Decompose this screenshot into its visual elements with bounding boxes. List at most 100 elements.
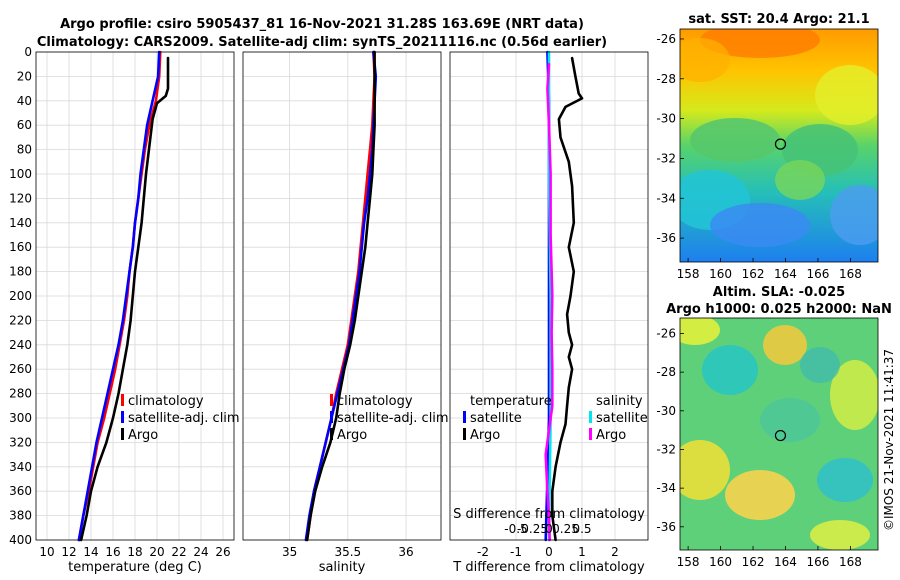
- map-lon-tick-label: 166: [806, 267, 829, 281]
- map-lon-tick-label: 158: [677, 267, 700, 281]
- sla-low-patch: [760, 398, 820, 442]
- map-lat-tick-label: -36: [656, 520, 676, 534]
- map-lat-tick-label: -36: [656, 231, 676, 245]
- difference-x-tick-label: -2: [477, 545, 489, 559]
- temperature-xlabel: temperature (deg C): [68, 560, 202, 575]
- depth-tick-label: 220: [9, 313, 32, 327]
- difference-legend: temperature satellite Argo salinity sate…: [463, 394, 648, 443]
- legend-label-t-argo: Argo: [470, 428, 500, 443]
- s-difference-tick-label: -0.5: [504, 522, 527, 536]
- legend-swatch-satellite-adj: [330, 411, 333, 423]
- sla-high-patch: [680, 440, 730, 500]
- legend-swatch-climatology: [330, 394, 333, 406]
- legend-swatch-s-satellite: [589, 411, 592, 423]
- temperature-x-tick-label: 18: [127, 545, 142, 559]
- map-lat-tick-label: -30: [656, 404, 676, 418]
- legend-swatch-climatology: [121, 394, 124, 406]
- sla-high-patch: [810, 520, 870, 550]
- salinity-panel: salinity climatology satellite-adj. clim…: [242, 50, 449, 575]
- depth-tick-label: 80: [17, 143, 32, 157]
- map-lon-tick-label: 162: [742, 267, 765, 281]
- map-lat-tick-label: -32: [656, 442, 676, 456]
- sst-warm-patch: [700, 29, 820, 58]
- depth-tick-label: 200: [9, 289, 32, 303]
- legend-label-argo: Argo: [128, 428, 158, 443]
- temperature-series-line: [79, 56, 170, 542]
- difference-x-tick-label: 2: [611, 545, 619, 559]
- map-lon-tick-label: 160: [709, 555, 732, 569]
- salinity-axes-frame: [242, 51, 442, 541]
- salinity-xlabel: salinity: [319, 560, 366, 575]
- sst-green-patch: [775, 160, 825, 200]
- sla-high-patch: [763, 325, 807, 365]
- temperature-x-tick-label: 16: [105, 545, 120, 559]
- sst-map-title: sat. SST: 20.4 Argo: 21.1: [688, 12, 869, 27]
- figure-title-line2: Climatology: CARS2009. Satellite-adj cli…: [37, 35, 607, 50]
- sst-warm-patch: [680, 38, 730, 82]
- depth-tick-label: 300: [9, 411, 32, 425]
- difference-xlabel: T difference from climatology: [452, 560, 645, 575]
- difference-x-tick-label: -1: [510, 545, 522, 559]
- legend-label-s-argo: Argo: [596, 428, 626, 443]
- map-lat-tick-label: -26: [656, 32, 676, 46]
- legend-swatch-t-satellite: [463, 411, 466, 423]
- difference-series: [544, 50, 584, 542]
- s-difference-tick-label: 0.25: [552, 522, 579, 536]
- difference-axes-frame: [449, 51, 649, 541]
- temperature-series: [77, 50, 170, 542]
- map-lat-tick-label: -30: [656, 112, 676, 126]
- legend-swatch-t-argo: [463, 428, 466, 440]
- depth-tick-label: 260: [9, 362, 32, 376]
- temperature-x-tick-label: 10: [39, 545, 54, 559]
- legend-title-salinity: salinity: [596, 394, 643, 409]
- s-difference-tick-label: 0.5: [572, 522, 591, 536]
- sst-axes-frame: [679, 28, 879, 263]
- map-lon-tick-label: 160: [709, 267, 732, 281]
- depth-tick-label: 120: [9, 191, 32, 205]
- timestamp: ©IMOS 21-Nov-2021 11:41:37: [882, 349, 896, 531]
- salinity-x-tick-label: 35: [282, 545, 297, 559]
- map-lat-tick-label: -28: [656, 365, 676, 379]
- difference-series-line: [544, 62, 554, 542]
- temperature-legend: climatology satellite-adj. clim Argo: [121, 394, 240, 443]
- legend-swatch-satellite-adj: [121, 411, 124, 423]
- sla-map-panel: Altim. SLA: -0.025 Argo h1000: 0.025 h20…: [656, 285, 891, 569]
- s-difference-tick-label: -0.25: [517, 522, 548, 536]
- temperature-axes-frame: [35, 51, 235, 541]
- sla-low-patch: [702, 345, 758, 395]
- s-difference-axis-title: S difference from climatology: [453, 507, 645, 522]
- salinity-series-line: [305, 50, 376, 542]
- temperature-x-tick-label: 22: [171, 545, 186, 559]
- salinity-x-tick-label: 36: [398, 545, 413, 559]
- depth-tick-label: 140: [9, 216, 32, 230]
- sla-map-title-line2: Argo h1000: 0.025 h2000: NaN: [666, 302, 892, 317]
- map-lon-tick-label: 164: [774, 555, 797, 569]
- difference-x-tick-label: 1: [578, 545, 586, 559]
- sla-map-title-line1: Altim. SLA: -0.025: [713, 285, 845, 300]
- s-difference-tick-label: 0: [545, 522, 553, 536]
- temperature-x-tick-label: 24: [193, 545, 208, 559]
- depth-tick-label: 340: [9, 460, 32, 474]
- temperature-panel: temperature (deg C) climatology satellit…: [9, 45, 240, 575]
- legend-swatch-argo: [121, 428, 124, 440]
- sst-field: [680, 29, 878, 262]
- legend-label-argo: Argo: [337, 428, 367, 443]
- map-lat-tick-label: -28: [656, 72, 676, 86]
- depth-tick-label: 380: [9, 509, 32, 523]
- difference-panel: T difference from climatology S differen…: [449, 50, 649, 575]
- temperature-grid: [36, 51, 234, 541]
- sla-low-patch: [817, 458, 873, 502]
- legend-swatch-argo: [330, 428, 333, 440]
- argo-location-marker: [774, 138, 787, 150]
- sla-low-patch: [800, 347, 840, 383]
- sla-high-patch: [725, 470, 795, 520]
- figure-title-line1: Argo profile: csiro 5905437_81 16-Nov-20…: [60, 17, 584, 32]
- depth-tick-label: 280: [9, 387, 32, 401]
- temperature-x-tick-label: 14: [83, 545, 98, 559]
- depth-tick-label: 100: [9, 167, 32, 181]
- depth-tick-label: 320: [9, 435, 32, 449]
- sst-mild-patch: [815, 65, 878, 125]
- sst-green-patch: [690, 118, 780, 162]
- argo-location-marker: [774, 429, 787, 442]
